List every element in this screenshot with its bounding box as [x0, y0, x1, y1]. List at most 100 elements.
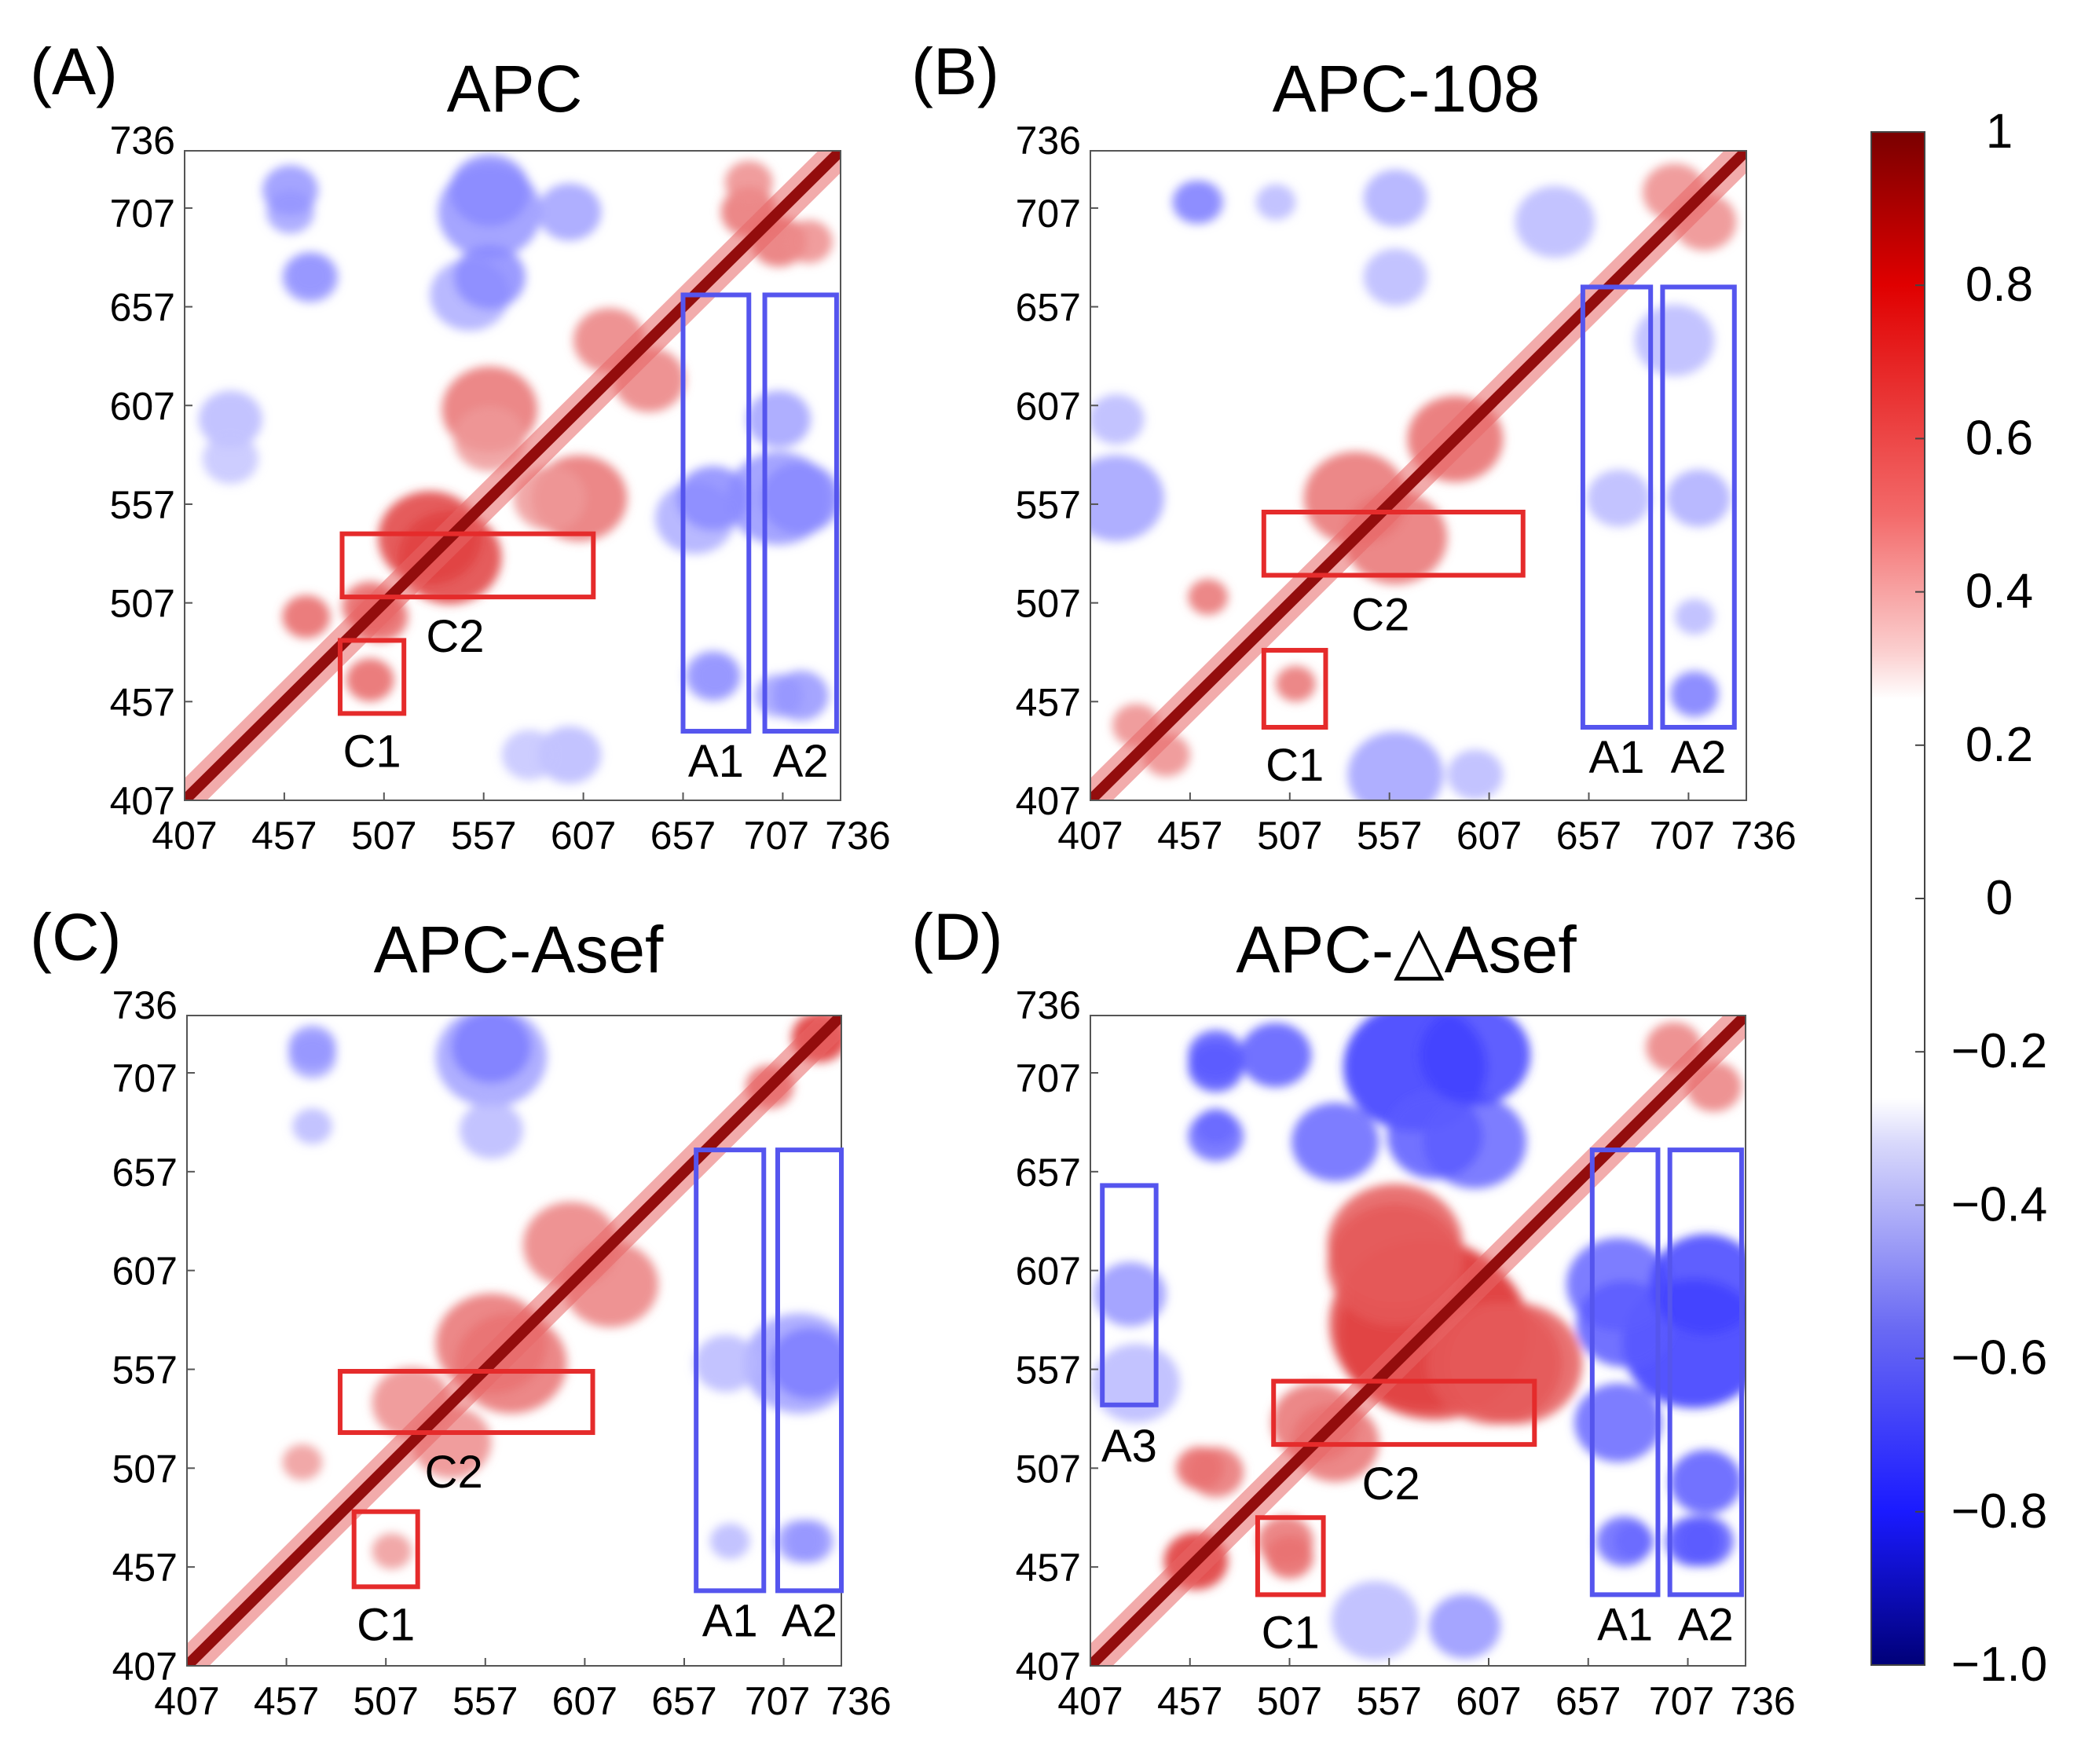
x-tick-label: 407	[1057, 1679, 1123, 1723]
panel-title-c: APC-Asef	[374, 913, 664, 986]
region-label-a2: A2	[1678, 1599, 1734, 1650]
y-tick-label: 407	[1016, 1645, 1081, 1689]
region-box-c2	[339, 531, 596, 600]
correlation-blob-5-1	[282, 1444, 323, 1480]
correlation-blob-7-1	[1674, 598, 1715, 635]
correlation-blob-15-1	[282, 251, 339, 302]
region-label-a1: A1	[688, 736, 744, 787]
colorbar-tick-label: 0.2	[1966, 718, 2033, 772]
correlation-blob-10-0	[1291, 1102, 1379, 1182]
y-tick-label: 557	[112, 1348, 178, 1392]
y-tick-label: 607	[1016, 1250, 1081, 1294]
correlation-blob-17-0	[1677, 1516, 1734, 1567]
region-label-a3: A3	[1101, 1421, 1157, 1472]
correlation-blob-5-0	[372, 1533, 412, 1569]
x-tick-label: 707	[744, 814, 809, 858]
correlation-blob-14-0	[760, 462, 841, 535]
correlation-blob-11-0	[786, 1520, 833, 1563]
x-tick-label: 707	[1650, 814, 1715, 858]
x-tick-label: 557	[1357, 1679, 1422, 1723]
correlation-blob-5-0	[1515, 185, 1596, 258]
correlation-blob-17-1	[198, 390, 262, 448]
correlation-blob-16-1	[1188, 1111, 1244, 1162]
correlation-blob-11-1	[1363, 248, 1427, 306]
y-tick-label: 407	[110, 779, 175, 823]
x-tick-label: 557	[452, 1679, 518, 1723]
correlation-blob-13-0	[1576, 1280, 1672, 1367]
y-tick-label: 657	[110, 286, 175, 330]
correlation-blob-8-0	[1347, 731, 1444, 800]
x-tick-label: 407	[1057, 814, 1123, 858]
correlation-blob-8-0	[292, 1108, 332, 1144]
region-label-a2: A2	[782, 1595, 837, 1646]
region-label-c2: C2	[425, 1447, 483, 1498]
y-tick-label: 507	[110, 582, 175, 626]
region-box-c1	[1261, 647, 1328, 730]
x-tick-label: 707	[745, 1679, 810, 1723]
correlation-blob-15-0	[1669, 1449, 1742, 1515]
diagonal-line	[1090, 151, 1746, 800]
diagonal-line	[185, 151, 841, 800]
correlation-blob-14-0	[1650, 1234, 1746, 1335]
correlation-blob-5-0	[513, 466, 586, 531]
x-tick-label: 707	[1649, 1679, 1714, 1723]
colorbar-tick-label: 1	[1986, 104, 2013, 159]
correlation-blob-13-1	[453, 244, 526, 309]
correlation-blob-17-1	[1188, 1030, 1244, 1081]
correlation-blob-2-0	[1276, 665, 1316, 702]
region-box-c2	[337, 1369, 595, 1436]
correlation-blob-9-1	[1172, 180, 1220, 224]
correlation-blob-10-1	[1363, 169, 1427, 227]
plot-frame	[184, 150, 841, 801]
y-tick-label: 657	[1016, 286, 1081, 330]
correlation-blob-5-1	[1634, 304, 1715, 376]
region-label-c1: C1	[1262, 1607, 1320, 1658]
correlation-blob-10-0	[694, 1334, 758, 1393]
plot-frame	[1090, 1015, 1746, 1667]
region-box-a1	[694, 1147, 767, 1594]
region-box-c1	[337, 638, 407, 716]
correlation-blob-10-1	[459, 1101, 523, 1159]
y-tick-label: 507	[112, 1447, 178, 1491]
correlation-blob-16-1	[262, 165, 319, 216]
correlation-blob-9-1	[451, 1016, 532, 1083]
colorbar: 1 0.8 0.6 0.4 0.2 0 −0.2 −0.4 −0.6 −0.8 −1.0	[1870, 104, 2047, 1692]
y-tick-label: 736	[110, 119, 175, 163]
region-label-c1: C1	[357, 1599, 415, 1650]
region-box-a2	[1660, 284, 1737, 730]
correlation-blob-11-0	[1586, 469, 1651, 527]
y-tick-label: 557	[1016, 1348, 1081, 1392]
region-box-a1	[680, 292, 752, 734]
correlation-blob-2-1	[1188, 579, 1229, 615]
y-tick-label: 457	[110, 680, 175, 724]
y-tick-label: 707	[1016, 1056, 1081, 1100]
x-tick-label: 607	[1456, 1679, 1521, 1723]
y-tick-label: 736	[1016, 119, 1081, 163]
y-tick-label: 736	[112, 983, 178, 1027]
x-tick-label: 736	[1731, 814, 1796, 858]
heatmap-c	[187, 1016, 841, 1666]
x-tick-label: 557	[1357, 814, 1422, 858]
region-label-a1: A1	[1597, 1599, 1653, 1650]
correlation-blob-13-0	[676, 466, 749, 531]
correlation-blob-8-1	[709, 1523, 750, 1560]
panel-title-a: APC	[447, 52, 583, 126]
correlation-blob-17-0	[537, 726, 602, 784]
correlation-blob-15-0	[685, 650, 742, 701]
y-tick-label: 657	[112, 1151, 178, 1195]
diagonal-line	[187, 1016, 841, 1666]
correlation-blob-16-0	[1596, 1516, 1652, 1567]
colorbar-tick-label: −0.4	[1951, 1177, 2047, 1232]
panel-label-d: (D)	[911, 900, 1003, 974]
region-box-a2	[1667, 1147, 1744, 1597]
correlation-blob-15-1	[1240, 1023, 1312, 1088]
region-box-c1	[351, 1509, 420, 1590]
panel-b: (B) APC-108 407 457 507 557 607 657 707 736 407 457…	[911, 35, 1797, 858]
x-tick-label: 607	[1456, 814, 1522, 858]
panel-label-a: (A)	[30, 35, 118, 108]
colorbar-tick-label: 0.8	[1966, 258, 2033, 312]
region-box-c2	[1261, 510, 1526, 578]
x-tick-label: 507	[351, 814, 416, 858]
correlation-blob-9-0	[1670, 674, 1719, 718]
